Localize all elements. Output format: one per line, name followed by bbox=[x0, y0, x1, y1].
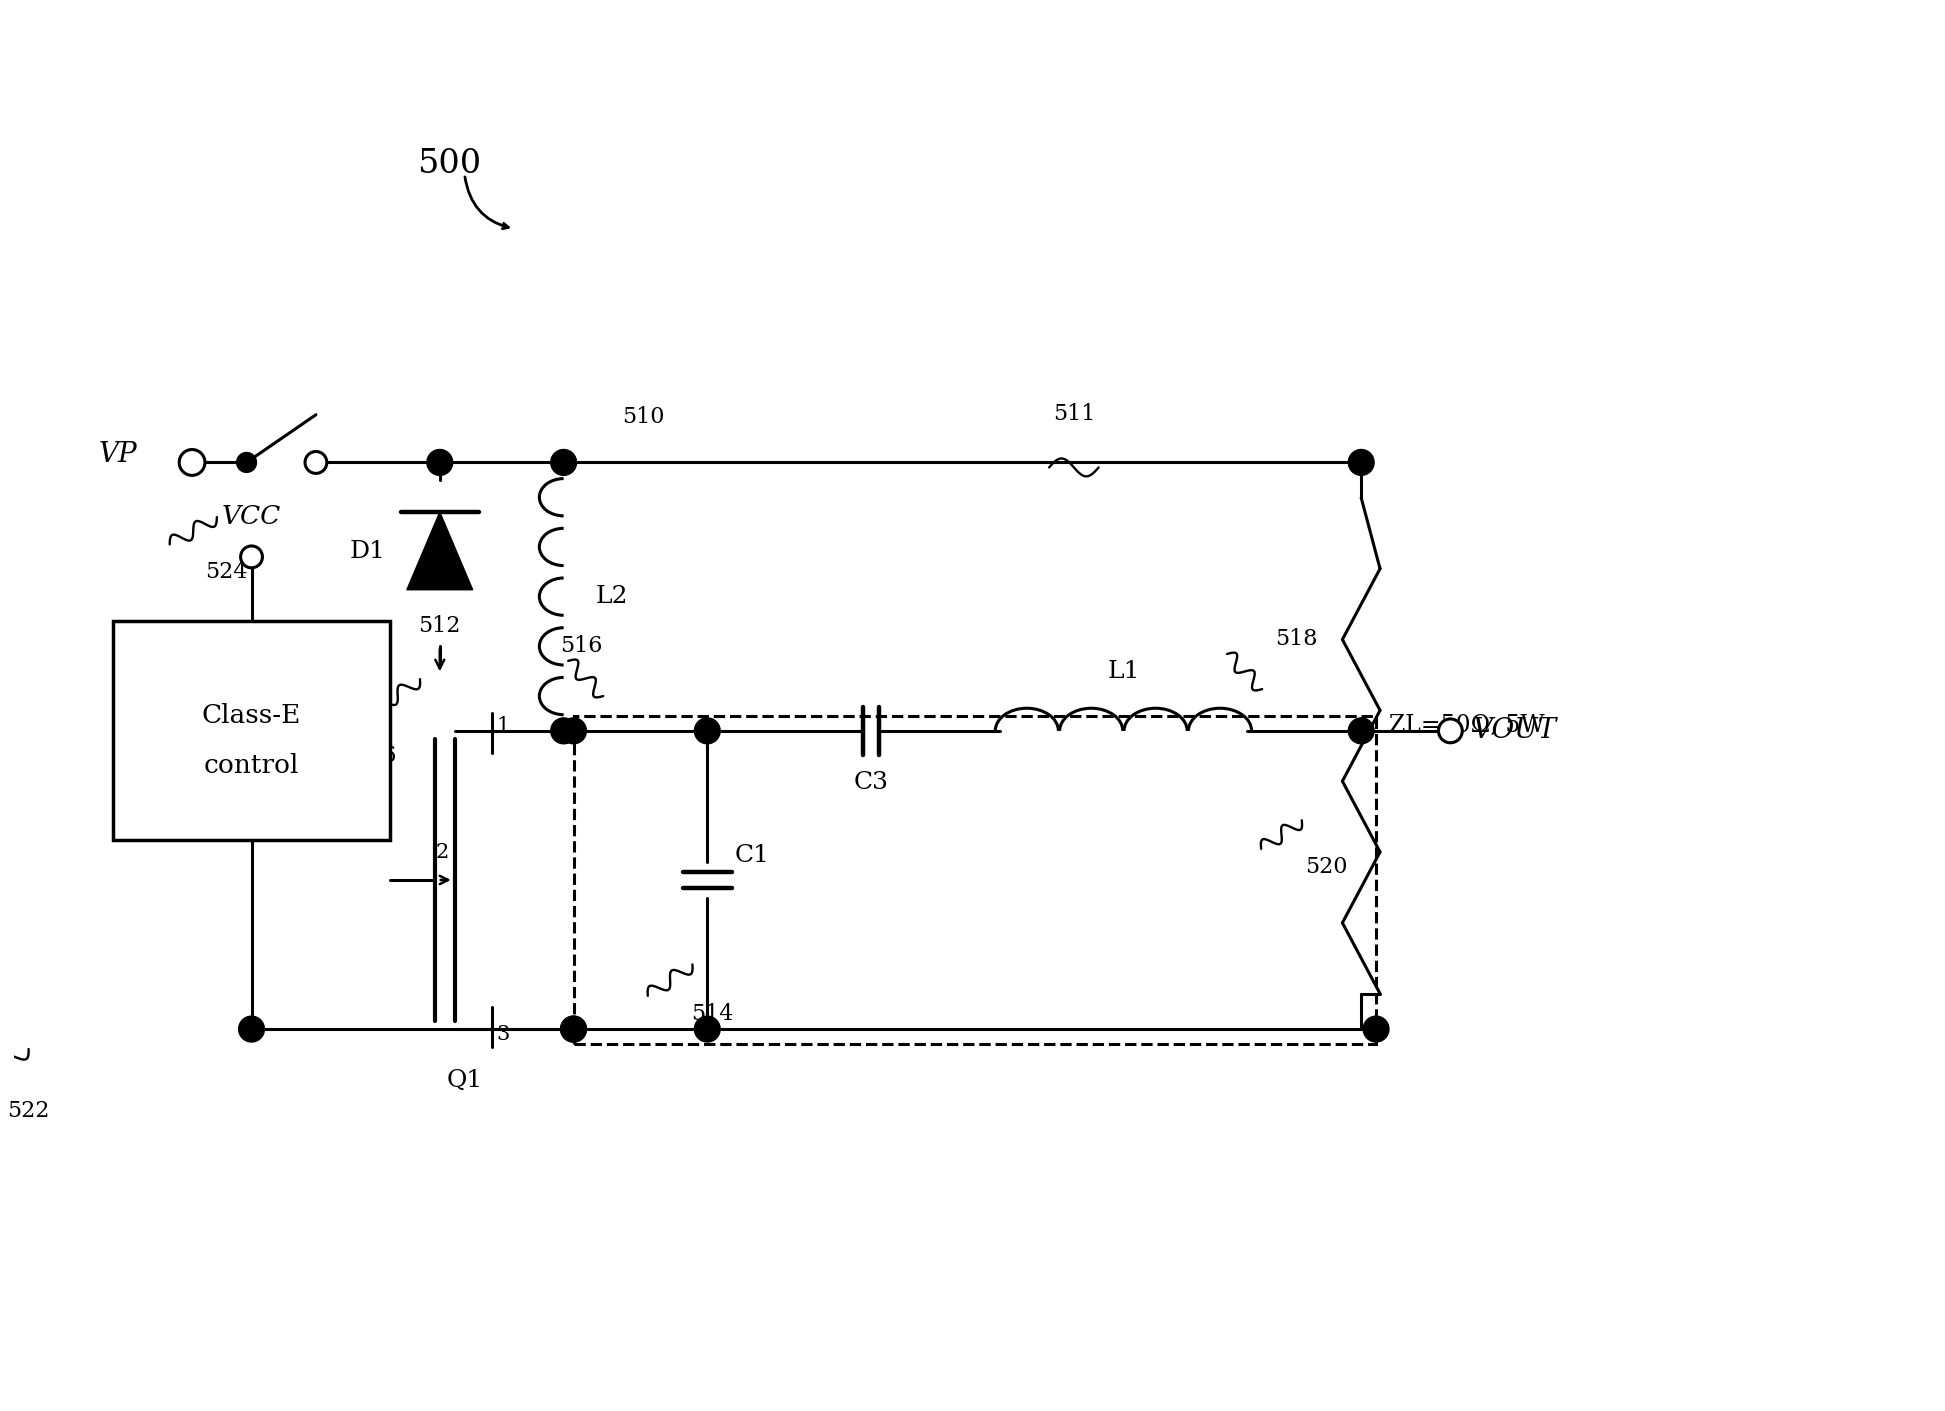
Text: 3: 3 bbox=[496, 1024, 510, 1044]
Text: 510: 510 bbox=[622, 405, 663, 428]
Circle shape bbox=[560, 1016, 585, 1041]
Text: 526: 526 bbox=[354, 745, 397, 766]
Text: L2: L2 bbox=[595, 586, 628, 608]
Text: control: control bbox=[204, 753, 300, 777]
Circle shape bbox=[1439, 720, 1463, 742]
Text: 1: 1 bbox=[496, 717, 510, 735]
Text: C3: C3 bbox=[854, 770, 889, 794]
Text: 518: 518 bbox=[1276, 628, 1319, 650]
Circle shape bbox=[305, 452, 327, 473]
Text: Q1: Q1 bbox=[447, 1070, 482, 1092]
Text: D1: D1 bbox=[350, 540, 385, 563]
Text: 524: 524 bbox=[206, 560, 247, 583]
Text: 512: 512 bbox=[418, 615, 461, 638]
Text: 520: 520 bbox=[1305, 856, 1348, 878]
Circle shape bbox=[179, 450, 204, 476]
Text: C1: C1 bbox=[735, 844, 770, 866]
Text: 500: 500 bbox=[418, 148, 482, 181]
Circle shape bbox=[239, 1016, 265, 1041]
Circle shape bbox=[550, 718, 576, 744]
Text: Class-E: Class-E bbox=[202, 704, 301, 728]
Text: L1: L1 bbox=[1107, 660, 1140, 683]
Text: 516: 516 bbox=[560, 635, 603, 658]
Text: ZL=50Ω, 5W: ZL=50Ω, 5W bbox=[1389, 714, 1544, 738]
Text: 522: 522 bbox=[8, 1099, 51, 1122]
Circle shape bbox=[550, 450, 576, 476]
Circle shape bbox=[1348, 718, 1373, 744]
Text: VCC: VCC bbox=[222, 504, 282, 529]
Text: VP: VP bbox=[99, 442, 138, 468]
Circle shape bbox=[426, 450, 453, 476]
Text: 511: 511 bbox=[1052, 402, 1095, 425]
Polygon shape bbox=[407, 512, 473, 590]
Circle shape bbox=[241, 546, 263, 567]
Circle shape bbox=[694, 718, 720, 744]
Text: 2: 2 bbox=[436, 842, 449, 862]
Circle shape bbox=[1348, 450, 1373, 476]
Text: 514: 514 bbox=[690, 1003, 733, 1026]
Text: VOUT: VOUT bbox=[1472, 717, 1556, 745]
Circle shape bbox=[1363, 1016, 1389, 1041]
Circle shape bbox=[694, 1016, 720, 1041]
FancyBboxPatch shape bbox=[113, 621, 391, 840]
Circle shape bbox=[560, 718, 585, 744]
Circle shape bbox=[237, 453, 257, 473]
Circle shape bbox=[560, 1016, 585, 1041]
